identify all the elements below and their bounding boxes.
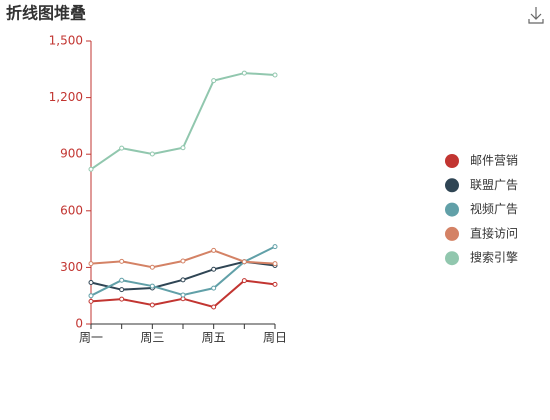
- point: [119, 258, 125, 264]
- series-line: [90, 72, 276, 171]
- point: [241, 278, 247, 284]
- y-tick-label: 600: [60, 203, 83, 217]
- point: [211, 78, 217, 84]
- legend-marker: [445, 202, 459, 217]
- point: [272, 244, 278, 250]
- point: [149, 264, 155, 270]
- point: [211, 247, 217, 253]
- point: [180, 292, 186, 298]
- point: [211, 266, 217, 272]
- point: [241, 70, 247, 76]
- series-line: [90, 260, 276, 291]
- point: [211, 304, 217, 310]
- download-icon[interactable]: [528, 7, 544, 24]
- y-tick-label: 900: [60, 147, 83, 161]
- chart-title: 折线图堆叠: [6, 4, 86, 23]
- point: [211, 285, 217, 291]
- point: [272, 261, 278, 267]
- legend-marker: [445, 154, 459, 168]
- point: [149, 283, 155, 289]
- point: [180, 277, 186, 283]
- x-tick-label: 周日: [263, 331, 287, 345]
- point: [119, 145, 125, 151]
- x-tick-label: 周三: [140, 331, 164, 345]
- legend-marker: [445, 226, 459, 241]
- point: [88, 293, 94, 299]
- point: [180, 258, 186, 264]
- point: [88, 279, 94, 285]
- legend-label: 邮件营销: [470, 154, 518, 168]
- x-tick-label: 周五: [202, 331, 226, 345]
- point: [272, 281, 278, 287]
- point: [241, 259, 247, 265]
- y-tick-label: 1,200: [49, 90, 83, 104]
- legend-label: 联盟广告: [470, 178, 518, 192]
- point: [272, 72, 278, 78]
- download-path[interactable]: [528, 7, 544, 24]
- point: [119, 296, 125, 302]
- legend-label: 视频广告: [470, 201, 518, 216]
- legend-label: 直接访问: [470, 225, 518, 240]
- y-tick-label: 0: [75, 317, 83, 331]
- point: [119, 277, 125, 283]
- point: [119, 287, 125, 293]
- legend-marker: [445, 178, 459, 193]
- legend-label: 搜索引擎: [470, 250, 518, 265]
- x-tick-label: 周一: [79, 331, 103, 345]
- point: [149, 151, 155, 157]
- point: [88, 298, 94, 304]
- y-tick-label: 300: [60, 260, 83, 274]
- legend-marker: [445, 251, 459, 266]
- point: [88, 261, 94, 267]
- point: [149, 302, 155, 308]
- y-tick-label: 1,500: [49, 34, 83, 48]
- point: [180, 145, 186, 151]
- point: [88, 166, 94, 172]
